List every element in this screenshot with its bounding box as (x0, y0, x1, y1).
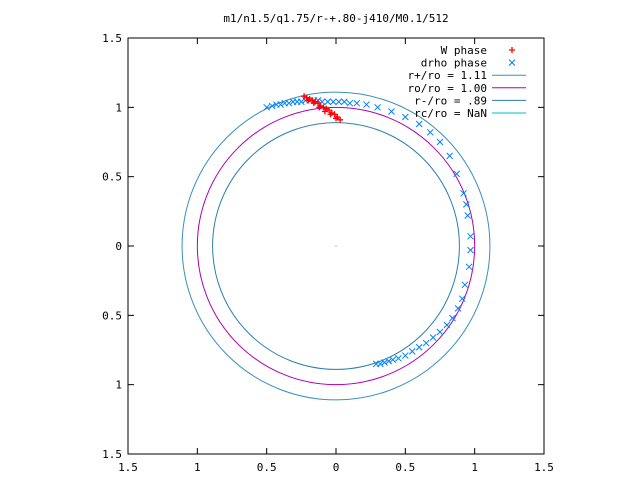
drho-phase-point (464, 212, 472, 219)
legend-label-r-c: rc/ro = NaN (414, 107, 487, 120)
x-tick-label: 0 (333, 461, 340, 474)
y-tick-label: 1 (115, 101, 122, 114)
drho-phase-point (467, 246, 474, 254)
drho-phase-point (467, 232, 474, 240)
drho-phase-point (388, 108, 395, 115)
drho-phase-point (277, 101, 284, 108)
drho-phase-point (372, 360, 380, 368)
x-tick-label: 1 (194, 461, 201, 474)
w-phase-point (321, 108, 328, 115)
center-point (335, 245, 337, 247)
drho-phase-point (401, 113, 409, 121)
drho-phase-point (443, 321, 451, 329)
y-tick-label: 0.5 (102, 309, 122, 322)
phase-markers (263, 93, 474, 368)
w-phase-point (323, 105, 330, 112)
drho-phase-point (353, 99, 361, 107)
drho-phase-point (324, 98, 332, 106)
legend-drho-phase-marker (508, 59, 516, 66)
drho-phase-point (297, 98, 305, 106)
legend-w-phase-marker (509, 47, 515, 53)
drho-phase-point (389, 356, 397, 364)
w-phase-point (306, 96, 313, 103)
y-tick-label: 1.5 (102, 32, 122, 45)
drho-phase-point (436, 328, 444, 336)
w-phase-point (310, 100, 317, 107)
legend-label-w-phase: W phase (441, 44, 487, 57)
legend-label-r-minus: r-/ro = .89 (414, 94, 487, 107)
drho-phase-point (395, 354, 402, 362)
w-phase-point (334, 114, 341, 121)
legend-label-r-plus: r+/ro = 1.11 (408, 69, 487, 82)
w-phase-point (316, 104, 323, 111)
drho-phase-point (285, 99, 293, 107)
circle-r-minus (212, 122, 460, 370)
y-tick-label: 0 (115, 240, 122, 253)
y-tick-label: 0.5 (102, 171, 122, 184)
drho-phase-point (460, 189, 467, 197)
drho-phase-point (408, 348, 416, 355)
drho-phase-point (385, 357, 393, 365)
drho-phase-point (263, 103, 271, 111)
drho-phase-point (426, 128, 434, 136)
axis-ticks: 1.5 1 0.5 0 0.5 1 1.51.510.500.511.5 (102, 32, 554, 474)
drho-phase-point (446, 152, 454, 160)
drho-phase-point (422, 339, 430, 347)
w-phase-point (327, 111, 334, 118)
drho-phase-point (429, 334, 437, 341)
x-tick-label: 1.5 (534, 461, 554, 474)
drho-phase-point (335, 98, 343, 106)
drho-phase-point (374, 103, 381, 111)
w-phase-point (305, 97, 312, 104)
circle-r-plus (181, 91, 491, 401)
drho-phase-point (449, 314, 456, 322)
drho-phase-point (465, 263, 473, 271)
w-phase-point (328, 109, 335, 116)
y-tick-label: 1 (115, 379, 122, 392)
drho-phase-point (329, 98, 337, 106)
drho-phase-point (415, 120, 423, 128)
drho-phase-point (268, 102, 276, 110)
x-tick-label: 0.5 (395, 461, 415, 474)
radius-circles (181, 91, 491, 401)
y-tick-label: 1.5 (102, 448, 122, 461)
drho-phase-point (340, 98, 348, 106)
drho-phase-point (401, 352, 409, 359)
chart-title: m1/n1.5/q1.75/r-+.80-j410/M0.1/512 (223, 12, 448, 25)
w-phase-point (301, 93, 308, 100)
drho-phase-point (454, 305, 462, 312)
drho-phase-point (461, 281, 469, 289)
drho-phase-point (436, 138, 444, 146)
drho-phase-point (381, 359, 388, 366)
drho-phase-point (458, 295, 466, 303)
legend-label-r-o: ro/ro = 1.00 (408, 82, 487, 95)
drho-phase-point (453, 170, 460, 178)
drho-phase-point (462, 201, 470, 208)
drho-phase-point (415, 343, 423, 351)
w-phase-point (326, 107, 333, 114)
w-phase-point (333, 115, 339, 122)
w-phase-point (337, 116, 344, 123)
drho-phase-point (363, 101, 370, 108)
x-tick-label: 0.5 (257, 461, 277, 474)
circle-r-o (196, 106, 476, 386)
x-tick-label: 1.5 (118, 461, 138, 474)
legend-label-drho-phase: drho phase (421, 57, 487, 70)
drho-phase-point (346, 99, 354, 107)
x-tick-label: 1 (471, 461, 478, 474)
